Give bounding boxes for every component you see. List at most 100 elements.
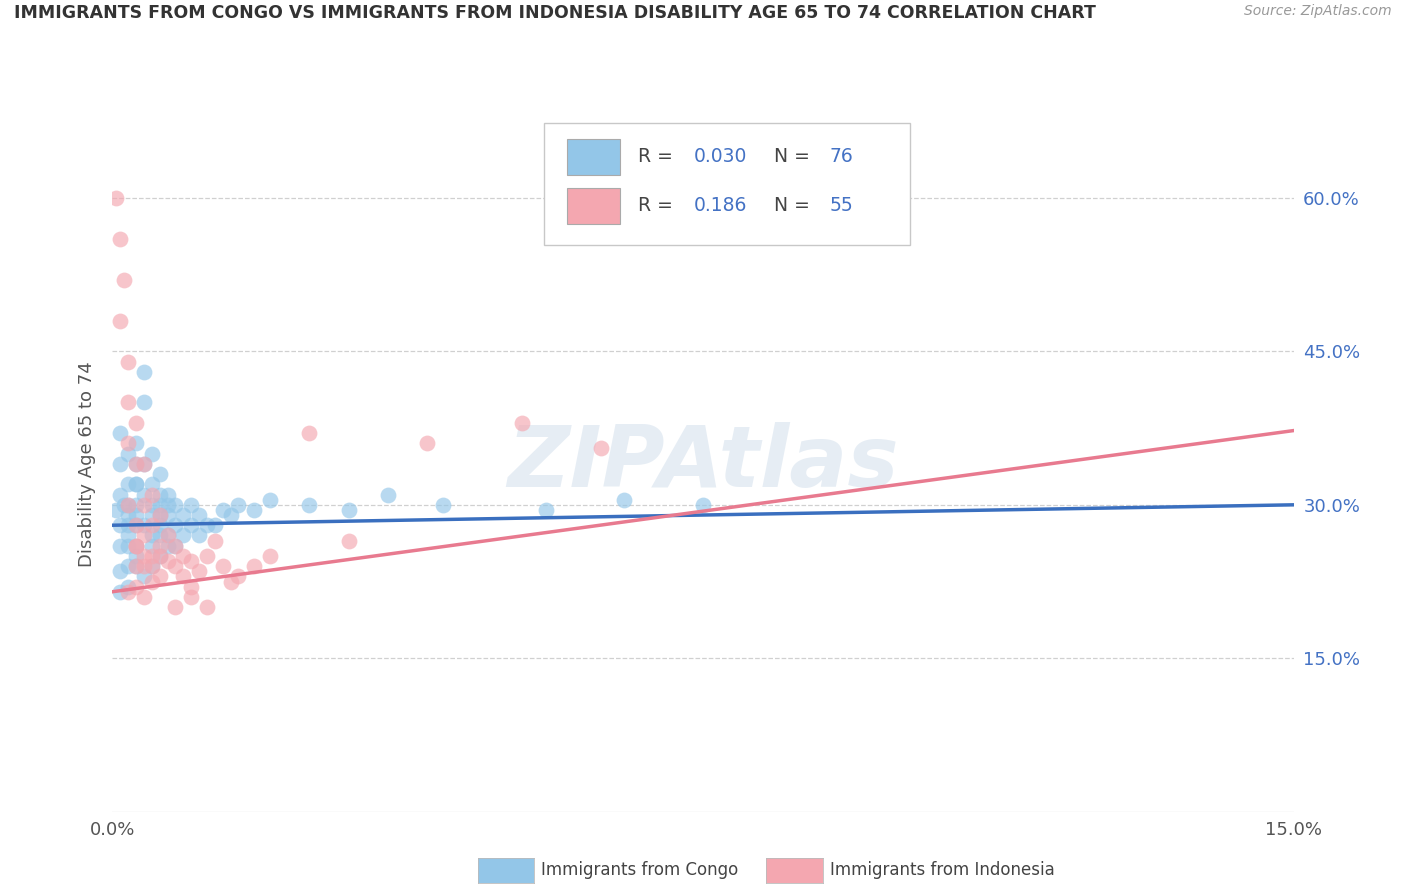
Point	[195, 600, 218, 615]
Y-axis label: Disability Age 65 to 74: Disability Age 65 to 74	[77, 361, 96, 566]
Point	[165, 559, 187, 574]
Point	[125, 508, 148, 522]
Point	[432, 498, 454, 512]
Point	[141, 498, 163, 512]
Point	[377, 487, 399, 501]
Point	[156, 528, 179, 542]
Point	[110, 457, 132, 471]
Text: Immigrants from Indonesia: Immigrants from Indonesia	[830, 861, 1054, 879]
Point	[125, 580, 148, 594]
Point	[298, 426, 321, 441]
Point	[141, 539, 163, 553]
Text: N =: N =	[773, 147, 815, 166]
Point	[132, 569, 155, 583]
Point	[211, 503, 233, 517]
Point	[298, 498, 321, 512]
Point	[165, 518, 187, 533]
Point	[141, 447, 163, 461]
Point	[613, 492, 636, 507]
Text: 55: 55	[830, 195, 853, 214]
Point	[132, 457, 155, 471]
Point	[149, 549, 172, 563]
Point	[125, 559, 148, 574]
Text: Immigrants from Congo: Immigrants from Congo	[541, 861, 738, 879]
FancyBboxPatch shape	[544, 123, 910, 244]
Point	[117, 584, 139, 599]
Point	[125, 436, 148, 450]
Point	[125, 518, 148, 533]
Point	[195, 549, 218, 563]
Point	[141, 487, 163, 501]
Bar	[567, 187, 620, 224]
Point	[125, 549, 148, 563]
Point	[165, 600, 187, 615]
Point	[211, 559, 233, 574]
Point	[117, 559, 139, 574]
Point	[125, 539, 148, 553]
Text: IMMIGRANTS FROM CONGO VS IMMIGRANTS FROM INDONESIA DISABILITY AGE 65 TO 74 CORRE: IMMIGRANTS FROM CONGO VS IMMIGRANTS FROM…	[14, 4, 1095, 22]
Point	[219, 574, 242, 589]
Point	[228, 498, 250, 512]
Point	[110, 584, 132, 599]
Point	[110, 426, 132, 441]
Point	[149, 487, 172, 501]
Point	[125, 498, 148, 512]
Point	[172, 549, 194, 563]
Point	[132, 365, 155, 379]
Point	[125, 416, 148, 430]
Point	[141, 574, 163, 589]
Point	[172, 508, 194, 522]
Point	[132, 487, 155, 501]
Point	[117, 447, 139, 461]
Point	[589, 442, 612, 456]
Point	[228, 569, 250, 583]
Point	[125, 559, 148, 574]
Point	[510, 416, 533, 430]
Point	[117, 395, 139, 409]
Point	[172, 528, 194, 542]
Point	[149, 528, 172, 542]
Point	[117, 477, 139, 491]
Point	[692, 498, 714, 512]
Point	[141, 477, 163, 491]
Point	[141, 508, 163, 522]
Text: 0.186: 0.186	[693, 195, 747, 214]
Point	[105, 503, 128, 517]
Point	[156, 508, 179, 522]
Point	[125, 539, 148, 553]
Point	[243, 559, 266, 574]
Text: N =: N =	[773, 195, 815, 214]
Point	[259, 549, 281, 563]
Point	[149, 508, 172, 522]
Point	[141, 559, 163, 574]
Point	[188, 528, 211, 542]
Point	[110, 487, 132, 501]
Point	[180, 554, 202, 568]
Point	[180, 580, 202, 594]
Point	[132, 457, 155, 471]
Point	[117, 539, 139, 553]
Point	[156, 528, 179, 542]
Point	[149, 549, 172, 563]
Text: ZIPAtlas: ZIPAtlas	[508, 422, 898, 506]
Point	[204, 518, 226, 533]
Text: 76: 76	[830, 147, 853, 166]
Point	[125, 477, 148, 491]
Point	[141, 559, 163, 574]
Point	[117, 498, 139, 512]
Point	[125, 457, 148, 471]
Point	[165, 539, 187, 553]
Point	[337, 533, 360, 548]
Point	[219, 508, 242, 522]
Point	[180, 590, 202, 604]
Point	[172, 569, 194, 583]
Point	[156, 498, 179, 512]
Point	[117, 498, 139, 512]
Point	[156, 554, 179, 568]
Text: Source: ZipAtlas.com: Source: ZipAtlas.com	[1244, 4, 1392, 19]
Point	[156, 487, 179, 501]
Point	[156, 539, 179, 553]
Point	[125, 457, 148, 471]
Point	[117, 518, 139, 533]
Point	[416, 436, 439, 450]
